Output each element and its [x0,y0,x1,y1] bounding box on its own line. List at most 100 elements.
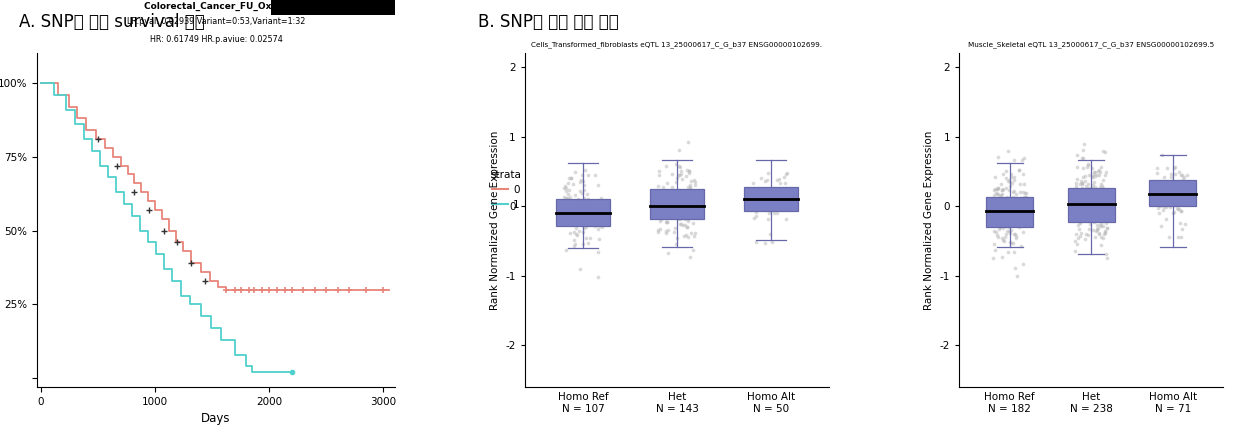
Point [671,210,691,218]
Point [1068,208,1088,215]
Point [1090,214,1110,222]
Point [651,192,671,199]
Point [1084,218,1104,225]
Point [673,209,693,216]
Point [1067,164,1087,171]
Point [1088,188,1108,195]
Point [1095,211,1115,218]
Point [758,188,777,195]
Point [1013,260,1033,267]
Point [666,160,686,167]
Text: A. SNP에 따른 survival 차이: A. SNP에 따른 survival 차이 [19,13,205,31]
Point [1089,229,1109,236]
Point [1155,216,1175,223]
Point [1093,206,1113,214]
Point [1163,201,1182,208]
Point [674,215,694,222]
Point [1079,210,1099,217]
Point [1073,214,1093,221]
Point [561,174,581,181]
Point [992,234,1012,241]
Point [566,224,586,231]
Point [996,231,1016,238]
Point [1163,188,1182,195]
Point [1066,217,1086,224]
Point [991,193,1011,200]
Point [1095,199,1115,206]
Point [992,196,1012,203]
Point [585,206,605,214]
Point [987,185,1007,192]
Point [1073,174,1093,181]
Point [997,228,1017,235]
Point [1078,201,1098,208]
Point [1077,163,1097,170]
Text: HR: 0.61749 HR.p.aviue: 0.02574: HR: 0.61749 HR.p.aviue: 0.02574 [150,35,282,44]
Point [662,193,682,200]
Point [987,218,1007,226]
Point [651,200,671,207]
Point [987,186,1007,193]
Point [1081,185,1100,192]
Point [754,202,774,209]
Point [1084,214,1104,221]
Point [1093,201,1113,208]
Point [681,182,700,189]
Point [1177,171,1197,178]
Point [1148,164,1167,171]
Point [1089,193,1109,200]
Point [1079,210,1099,218]
Point [1071,230,1090,237]
Point [1000,215,1020,222]
Point [755,177,775,184]
Point [650,167,669,174]
Point [1000,205,1020,212]
Point [672,206,692,214]
Point [1079,221,1099,228]
Point [1149,210,1169,217]
Point [1093,210,1113,217]
Point [578,196,597,203]
Point [1088,197,1108,204]
Point [1010,224,1030,231]
Bar [555,199,610,226]
Point [1000,199,1020,206]
Point [582,208,602,215]
Point [992,236,1012,243]
Point [1086,228,1105,235]
Point [985,174,1005,181]
Point [1072,207,1092,214]
Point [1164,209,1184,216]
Point [673,222,693,229]
Point [1074,189,1094,196]
Point [1072,212,1092,219]
Point [578,191,597,198]
Point [671,194,691,201]
Point [1066,238,1086,245]
Bar [1068,188,1115,222]
Point [1095,216,1115,223]
Point [986,221,1006,228]
Point [1160,203,1180,210]
Point [1097,214,1117,221]
Point [1150,202,1170,209]
Point [1067,212,1087,219]
Point [648,200,668,207]
Point [1078,188,1098,195]
Point [1095,213,1115,220]
Point [759,210,779,217]
Point [1079,201,1099,208]
Point [774,174,794,181]
Point [668,211,688,218]
Point [684,176,704,183]
Point [656,229,676,236]
Point [1067,241,1087,248]
Point [1089,184,1109,191]
Point [985,196,1005,203]
Point [777,199,797,206]
Point [559,190,579,198]
Point [578,198,597,205]
Point [1079,226,1099,233]
Point [1071,220,1090,227]
Point [674,232,694,239]
